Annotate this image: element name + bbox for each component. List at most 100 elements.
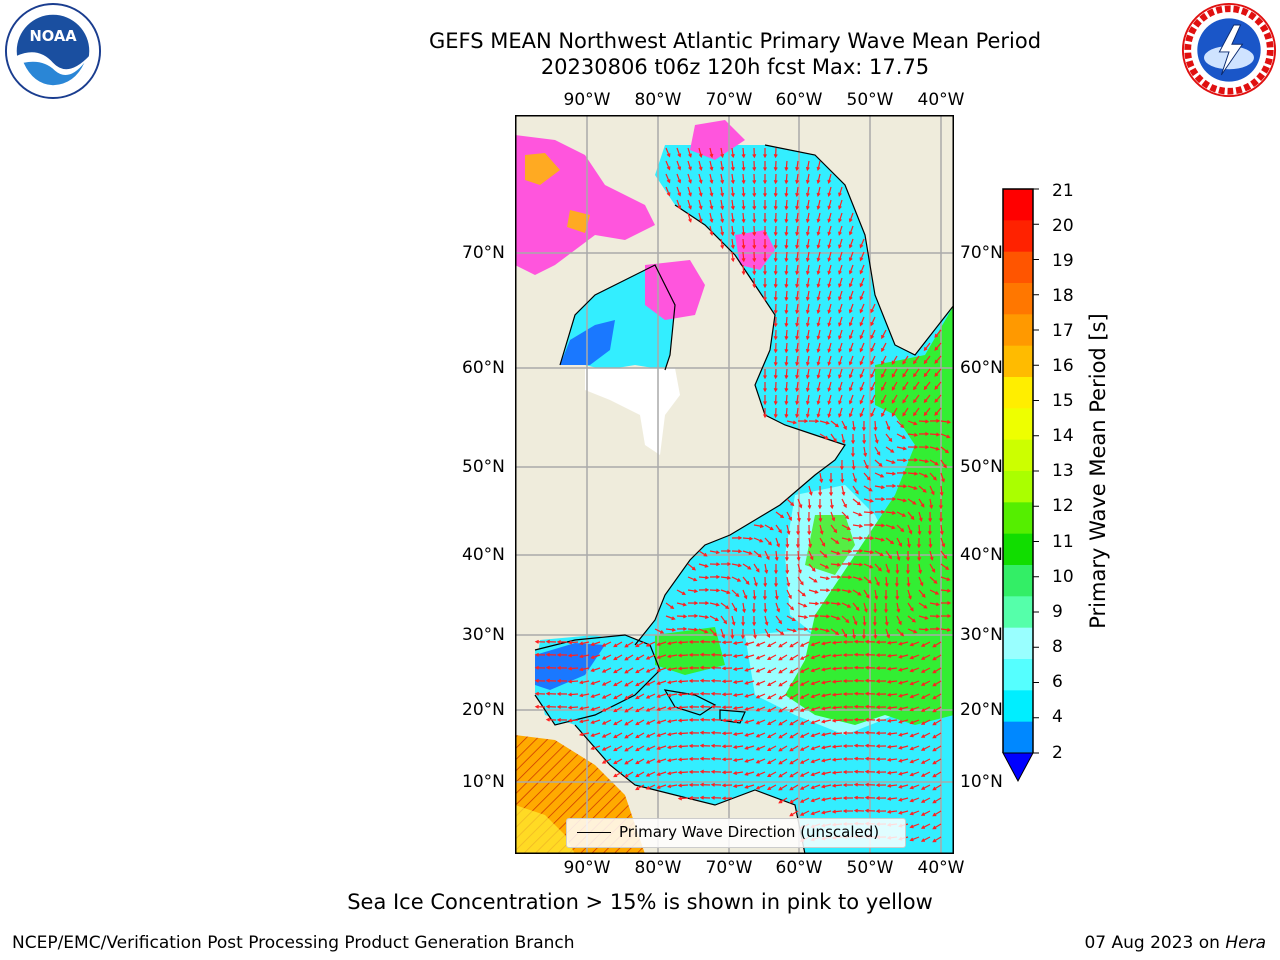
wave-arrow xyxy=(731,589,739,597)
wave-arrowhead xyxy=(914,457,919,462)
wave-arrowhead xyxy=(913,399,917,404)
wave-arrow xyxy=(859,238,865,248)
wave-arrowhead xyxy=(613,682,618,687)
wave-arrow xyxy=(731,615,735,625)
wave-arrow xyxy=(910,719,920,724)
wave-arrow xyxy=(934,355,942,364)
wave-arrow xyxy=(838,212,843,222)
wave-arrowhead xyxy=(795,322,800,328)
wave-arrowhead xyxy=(848,257,853,262)
wave-arrowhead xyxy=(821,542,826,547)
wave-arrowhead xyxy=(751,609,756,614)
wave-arrow xyxy=(767,745,777,751)
wave-arrow xyxy=(745,784,755,789)
wave-arrow xyxy=(828,368,832,378)
wave-arrow xyxy=(709,550,719,554)
wave-arrowhead xyxy=(853,621,858,626)
wave-arrowhead xyxy=(807,504,812,510)
colorbar-segment xyxy=(1003,690,1033,723)
wave-arrow xyxy=(838,407,843,417)
wave-arrow xyxy=(624,771,634,778)
wave-arrowhead xyxy=(763,245,767,250)
legend-line-icon xyxy=(577,832,611,833)
wave-arrowhead xyxy=(895,570,900,575)
wave-arrow xyxy=(657,667,667,672)
wave-arrow xyxy=(665,602,674,609)
wave-arrowhead xyxy=(932,476,937,481)
wave-arrow xyxy=(785,355,788,366)
wave-arrow xyxy=(934,342,942,351)
wave-arrow xyxy=(918,485,927,493)
wave-arrow xyxy=(910,823,920,828)
wave-arrow xyxy=(811,810,821,815)
wave-arrow xyxy=(885,524,895,529)
lat-tick-left: 10°N xyxy=(462,772,505,792)
wave-arrowhead xyxy=(936,614,941,619)
wave-arrowhead xyxy=(699,704,704,709)
wave-arrowhead xyxy=(656,720,661,724)
wave-arrowhead xyxy=(752,284,757,289)
wave-arrowhead xyxy=(624,695,629,700)
wave-arrowhead xyxy=(863,452,868,458)
wave-arrowhead xyxy=(898,680,903,685)
wave-arrowhead xyxy=(773,167,778,172)
wave-arrowhead xyxy=(869,510,875,515)
wave-arrowhead xyxy=(826,600,831,605)
wave-arrow xyxy=(870,394,876,404)
wave-arrowhead xyxy=(858,512,863,517)
wave-arrow xyxy=(778,758,788,765)
wave-arrowhead xyxy=(921,593,926,598)
wave-arrowhead xyxy=(688,639,693,644)
wave-arrowhead xyxy=(864,756,869,761)
wave-arrowhead xyxy=(763,193,767,198)
wave-arrowhead xyxy=(744,706,749,711)
wave-arrowhead xyxy=(816,309,821,315)
wave-arrowhead xyxy=(567,679,573,684)
wave-arrowhead xyxy=(823,554,828,558)
wave-arrow xyxy=(874,420,877,431)
wave-arrowhead xyxy=(677,679,683,684)
wave-arrow xyxy=(822,693,832,697)
wave-arrow xyxy=(888,667,898,670)
wave-arrow xyxy=(602,654,612,660)
wave-arrowhead xyxy=(545,717,550,722)
wave-arrowhead xyxy=(864,769,869,774)
wave-arrow xyxy=(932,836,942,843)
wave-arrow xyxy=(785,329,788,340)
wave-arrowhead xyxy=(776,543,780,548)
wave-arrow xyxy=(817,212,821,222)
wave-arrow xyxy=(775,628,784,635)
wave-arrow xyxy=(698,173,702,183)
wave-arrow xyxy=(657,719,667,724)
wave-arrowhead xyxy=(795,205,800,211)
wave-arrow xyxy=(624,732,634,739)
wave-arrow xyxy=(624,641,634,648)
wave-arrowhead xyxy=(853,795,858,800)
wave-arrow xyxy=(852,498,861,506)
colorbar-segment xyxy=(1003,533,1033,566)
wave-arrowhead xyxy=(795,257,800,263)
colorbar-tick: 18 xyxy=(1052,286,1074,306)
wave-arrow xyxy=(830,524,837,533)
wave-arrowhead xyxy=(789,695,794,700)
wave-arrow xyxy=(789,641,799,648)
wave-arrow xyxy=(902,394,909,403)
wave-arrowhead xyxy=(786,530,791,536)
wave-arrow xyxy=(800,784,810,790)
wave-arrowhead xyxy=(773,336,778,341)
wave-arrowhead xyxy=(875,718,880,723)
wave-arrowhead xyxy=(847,537,853,542)
wave-arrow xyxy=(849,225,854,235)
wave-arrow xyxy=(635,654,645,661)
wave-arrowhead xyxy=(820,810,826,815)
wave-arrow xyxy=(811,680,821,685)
wave-arrow xyxy=(817,277,821,287)
nws-logo xyxy=(1181,2,1277,98)
wave-arrowhead xyxy=(766,633,770,638)
colorbar-tick: 12 xyxy=(1052,496,1074,516)
wave-arrowhead xyxy=(666,641,672,646)
wave-arrow xyxy=(687,628,698,631)
wave-arrowhead xyxy=(556,717,561,722)
wave-arrowhead xyxy=(799,760,805,764)
wave-arrowhead xyxy=(805,387,810,393)
